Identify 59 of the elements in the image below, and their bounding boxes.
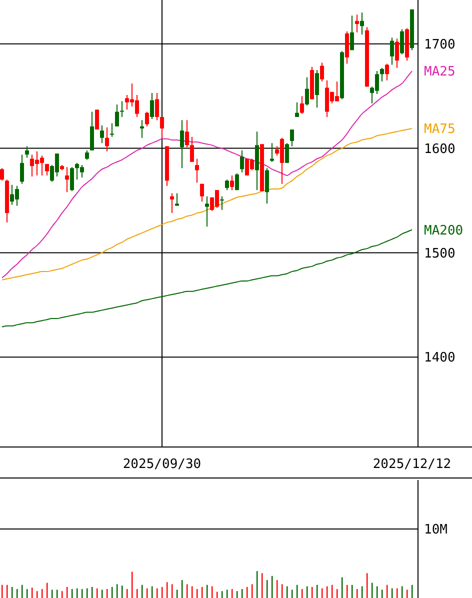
candlestick <box>300 96 304 114</box>
candlestick <box>270 142 274 162</box>
candlestick <box>200 183 204 202</box>
candlestick <box>65 166 69 193</box>
line-series <box>2 128 412 280</box>
candlestick <box>315 69 319 108</box>
y-tick-label: 1600 <box>424 142 456 157</box>
y-tick-label: 1500 <box>424 246 456 262</box>
candlestick <box>25 146 29 158</box>
candlestick <box>20 154 24 184</box>
candlestick <box>85 150 89 160</box>
series-label: MA75 <box>424 122 456 138</box>
candlestick <box>170 192 174 214</box>
candlestick <box>145 111 149 127</box>
candlestick <box>400 28 404 55</box>
candlestick <box>225 179 229 191</box>
candlestick <box>320 62 324 82</box>
candlestick <box>305 76 309 106</box>
candlestick <box>190 136 194 162</box>
line-series <box>2 70 412 278</box>
line-series <box>2 229 412 328</box>
candlestick <box>100 124 104 144</box>
candlestick <box>105 126 109 152</box>
candlestick <box>115 104 119 127</box>
candlestick <box>160 116 164 138</box>
series-label: MA200 <box>424 223 464 238</box>
candlestick <box>355 14 359 33</box>
candlestick <box>360 12 364 35</box>
candlestick <box>390 37 394 66</box>
candlestick <box>195 158 199 184</box>
candlestick <box>180 120 184 169</box>
x-tick-label: 2025/09/30 <box>122 457 202 472</box>
candlestick <box>380 67 384 82</box>
series-label: MA25 <box>424 64 456 80</box>
candlestick <box>220 196 224 210</box>
candlestick <box>110 122 114 138</box>
y-tick-label: 1400 <box>424 350 456 366</box>
y-tick-label: 1700 <box>424 37 456 52</box>
candlestick <box>350 15 354 51</box>
candlestick <box>0 168 4 182</box>
candlestick <box>185 120 189 148</box>
candlestick <box>265 168 269 204</box>
candlestick <box>395 38 399 68</box>
candlestick <box>235 172 239 191</box>
candlestick <box>385 63 389 81</box>
candlestick <box>230 174 234 191</box>
y-tick-label: 10M <box>424 522 448 538</box>
candlestick <box>290 129 294 147</box>
candlestick <box>285 142 289 164</box>
candlestick <box>205 196 209 228</box>
candlestick <box>240 150 244 173</box>
candlestick <box>120 100 124 118</box>
candlestick <box>155 92 159 121</box>
x-tick-label: 2025/12/12 <box>372 457 452 472</box>
candlestick <box>140 120 144 138</box>
candlestick <box>150 92 154 120</box>
candlestick <box>70 166 74 192</box>
candlestick <box>295 102 299 118</box>
candlestick <box>175 192 179 206</box>
